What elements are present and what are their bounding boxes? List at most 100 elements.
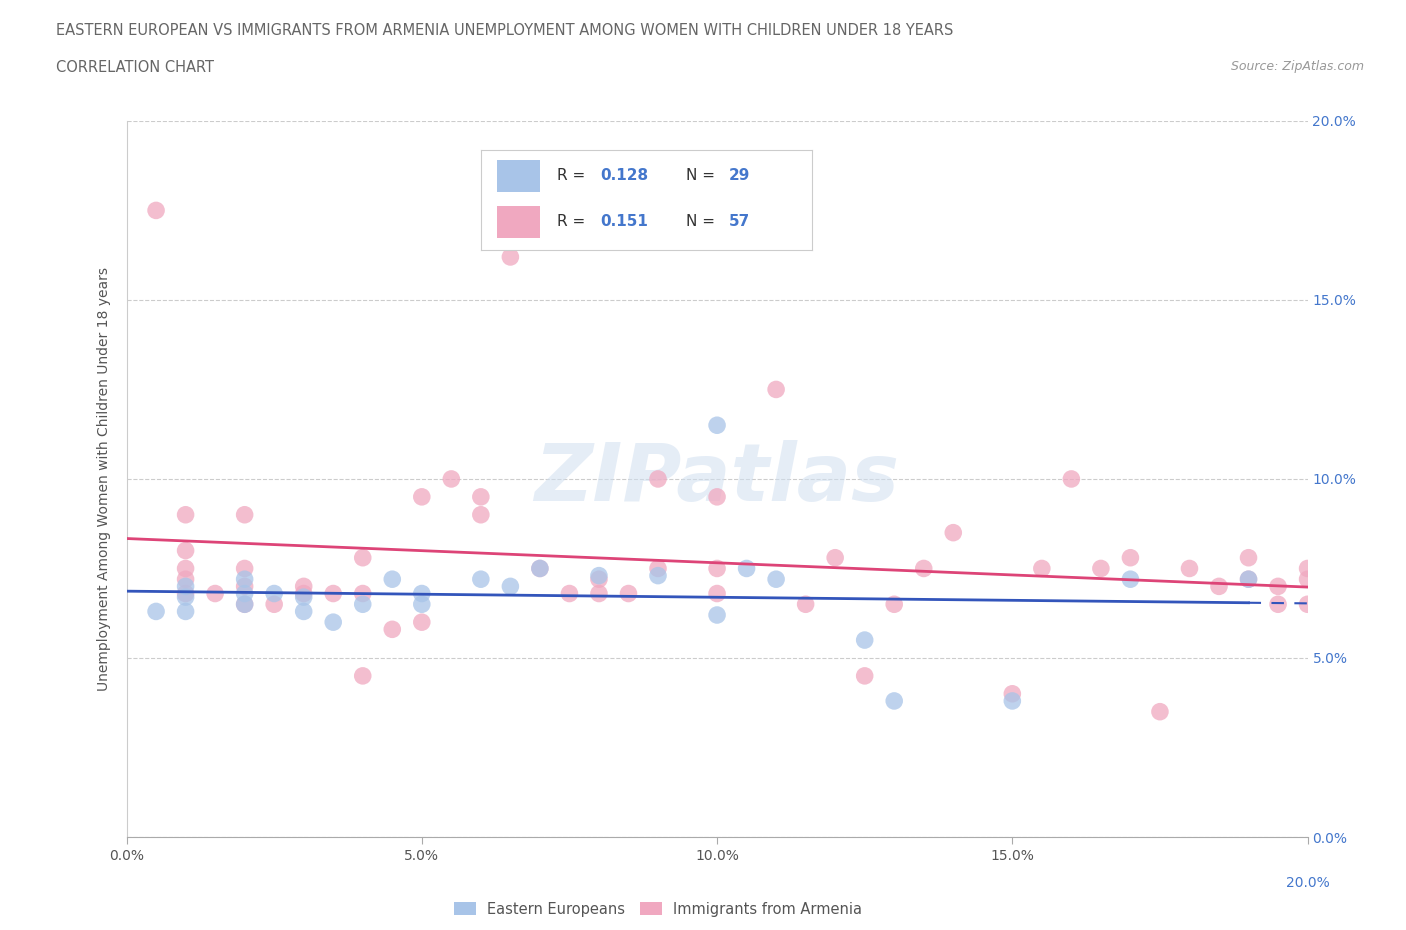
Point	[352, 669, 374, 684]
Point	[322, 615, 344, 630]
Point	[292, 590, 315, 604]
Point	[853, 632, 876, 647]
Point	[735, 561, 758, 576]
Point	[853, 669, 876, 684]
Text: ZIPatlas: ZIPatlas	[534, 440, 900, 518]
Point	[411, 597, 433, 612]
Point	[824, 551, 846, 565]
Point	[1267, 578, 1289, 593]
Point	[233, 586, 256, 601]
FancyBboxPatch shape	[498, 160, 540, 192]
Point	[588, 586, 610, 601]
Point	[499, 578, 522, 593]
Point	[647, 568, 669, 583]
Point	[174, 578, 197, 593]
Point	[292, 586, 315, 601]
Text: 20.0%: 20.0%	[1285, 876, 1330, 890]
Point	[174, 590, 197, 604]
Point	[174, 561, 197, 576]
Point	[558, 586, 581, 601]
Point	[233, 572, 256, 587]
Point	[765, 382, 787, 397]
Point	[352, 551, 374, 565]
Point	[1178, 561, 1201, 576]
Text: 29: 29	[728, 168, 751, 183]
Point	[263, 597, 285, 612]
Point	[1208, 578, 1230, 593]
Point	[706, 607, 728, 622]
Point	[411, 489, 433, 504]
Text: N =: N =	[686, 214, 720, 229]
Point	[1090, 561, 1112, 576]
Point	[529, 561, 551, 576]
Point	[706, 489, 728, 504]
Point	[411, 615, 433, 630]
Point	[1001, 686, 1024, 701]
Point	[145, 604, 167, 618]
Point	[529, 561, 551, 576]
Point	[912, 561, 935, 576]
Point	[706, 586, 728, 601]
Point	[942, 525, 965, 540]
Point	[352, 586, 374, 601]
Point	[1001, 694, 1024, 709]
Point	[1296, 561, 1319, 576]
Point	[233, 597, 256, 612]
Point	[470, 572, 492, 587]
Point	[765, 572, 787, 587]
Point	[174, 572, 197, 587]
Point	[381, 622, 404, 637]
Point	[1149, 704, 1171, 719]
Point	[883, 597, 905, 612]
Point	[883, 694, 905, 709]
Point	[233, 561, 256, 576]
Point	[706, 561, 728, 576]
Point	[617, 586, 640, 601]
FancyBboxPatch shape	[498, 206, 540, 238]
Point	[174, 604, 197, 618]
Point	[1296, 572, 1319, 587]
Point	[1267, 597, 1289, 612]
Point	[263, 586, 285, 601]
Point	[233, 597, 256, 612]
Text: 0.151: 0.151	[600, 214, 648, 229]
Point	[322, 586, 344, 601]
Point	[1237, 572, 1260, 587]
Point	[145, 203, 167, 218]
Point	[647, 561, 669, 576]
Point	[499, 249, 522, 264]
Point	[233, 578, 256, 593]
Point	[174, 508, 197, 523]
Text: EASTERN EUROPEAN VS IMMIGRANTS FROM ARMENIA UNEMPLOYMENT AMONG WOMEN WITH CHILDR: EASTERN EUROPEAN VS IMMIGRANTS FROM ARME…	[56, 23, 953, 38]
Point	[292, 604, 315, 618]
Point	[411, 586, 433, 601]
Text: CORRELATION CHART: CORRELATION CHART	[56, 60, 214, 75]
Point	[470, 489, 492, 504]
Point	[352, 597, 374, 612]
Text: Source: ZipAtlas.com: Source: ZipAtlas.com	[1230, 60, 1364, 73]
Point	[588, 572, 610, 587]
Point	[440, 472, 463, 486]
Point	[1237, 551, 1260, 565]
Text: N =: N =	[686, 168, 720, 183]
Text: 0.128: 0.128	[600, 168, 648, 183]
Point	[381, 572, 404, 587]
Point	[1119, 551, 1142, 565]
Text: R =: R =	[557, 214, 591, 229]
Point	[174, 543, 197, 558]
Text: 57: 57	[728, 214, 751, 229]
Y-axis label: Unemployment Among Women with Children Under 18 years: Unemployment Among Women with Children U…	[97, 267, 111, 691]
Point	[1296, 597, 1319, 612]
Point	[292, 578, 315, 593]
Point	[470, 508, 492, 523]
Point	[1119, 572, 1142, 587]
Point	[233, 508, 256, 523]
Point	[174, 586, 197, 601]
Point	[1237, 572, 1260, 587]
Point	[1031, 561, 1053, 576]
Point	[794, 597, 817, 612]
Point	[647, 472, 669, 486]
Point	[1060, 472, 1083, 486]
Text: R =: R =	[557, 168, 591, 183]
Point	[204, 586, 226, 601]
